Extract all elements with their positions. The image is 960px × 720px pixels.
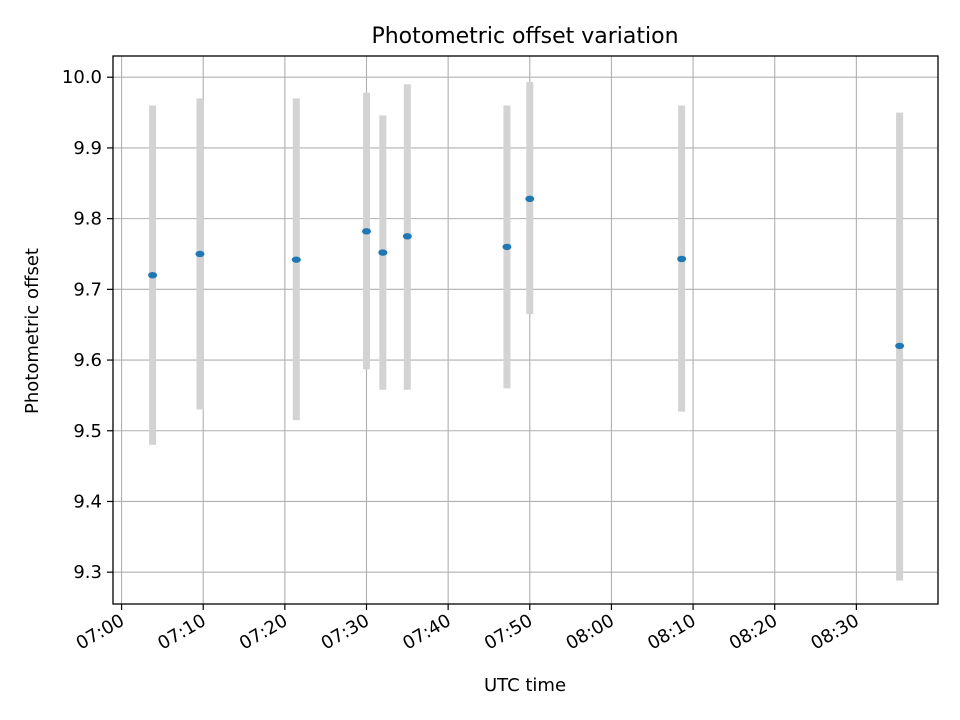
x-tick-label: 08:30 [807, 610, 862, 654]
x-axis-label: UTC time [484, 675, 566, 696]
data-points [148, 195, 905, 350]
chart-title: Photometric offset variation [371, 24, 678, 49]
x-tick-label: 07:50 [481, 610, 536, 654]
x-tick-label: 08:00 [563, 610, 618, 654]
data-point [148, 272, 158, 279]
y-axis: 9.3 9.4 9.5 9.6 9.7 9.8 9.9 10.0 [62, 67, 113, 583]
data-point [895, 342, 905, 350]
x-tick-label: 07:40 [399, 610, 454, 654]
error-bars [149, 82, 904, 581]
y-tick-label: 9.3 [73, 562, 102, 583]
plot-frame [112, 55, 939, 605]
data-point [677, 255, 687, 263]
data-point [502, 243, 512, 251]
x-tick-label: 07:00 [73, 610, 128, 654]
x-tick-label: 08:10 [644, 610, 699, 654]
y-tick-label: 9.4 [73, 491, 102, 512]
y-axis-label: Photometric offset [22, 248, 43, 414]
y-tick-label: 9.5 [73, 421, 102, 442]
data-point [195, 250, 205, 258]
grid [113, 56, 938, 604]
x-axis: 07:00 07:10 07:20 07:30 07:40 07:50 08:00 08:10… [73, 604, 863, 654]
x-tick-label: 07:10 [154, 610, 209, 654]
x-tick-label: 08:20 [726, 610, 781, 654]
x-tick-label: 07:30 [318, 610, 373, 654]
data-point [362, 228, 372, 235]
data-point [378, 249, 388, 256]
y-tick-label: 10.0 [62, 67, 102, 88]
y-tick-label: 9.6 [73, 350, 102, 371]
y-tick-label: 9.9 [73, 138, 102, 159]
data-point [402, 233, 412, 240]
y-tick-label: 9.7 [73, 279, 102, 300]
x-tick-label: 07:20 [236, 610, 291, 654]
data-point [291, 256, 301, 263]
data-point [525, 195, 535, 203]
y-tick-label: 9.8 [73, 209, 102, 230]
